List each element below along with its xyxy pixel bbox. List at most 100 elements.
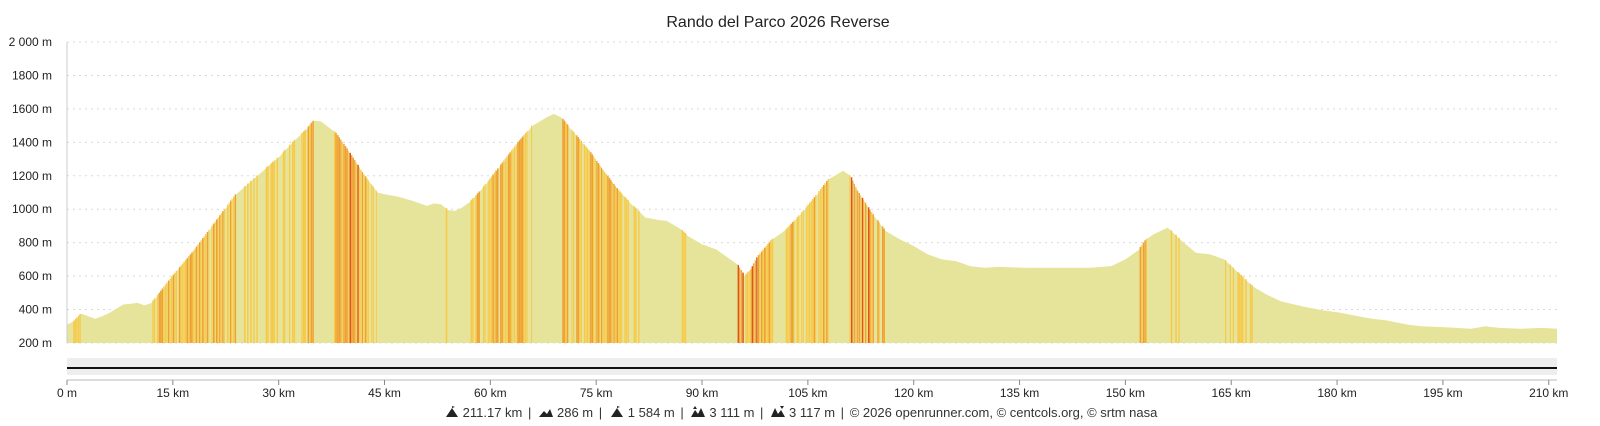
slope-stripe bbox=[352, 157, 354, 343]
slope-stripe bbox=[878, 222, 880, 343]
chart-title: Rando del Parco 2026 Reverse bbox=[666, 14, 889, 31]
slope-stripe bbox=[737, 264, 739, 343]
y-tick-label: 1600 m bbox=[12, 102, 52, 116]
slope-stripe bbox=[877, 220, 879, 343]
slope-stripe bbox=[1142, 242, 1144, 343]
slope-stripe bbox=[872, 214, 874, 343]
slope-stripe bbox=[566, 124, 569, 343]
slope-stripe bbox=[276, 157, 278, 343]
slope-stripe bbox=[812, 199, 814, 343]
x-tick-label: 150 km bbox=[1106, 386, 1145, 400]
slope-stripe bbox=[810, 200, 812, 343]
slope-stripe bbox=[593, 156, 595, 343]
slope-stripe bbox=[823, 185, 825, 343]
slope-stripe bbox=[163, 286, 165, 343]
slope-stripe bbox=[759, 253, 761, 343]
stat-max-elevation: 1 584 m bbox=[627, 405, 675, 420]
slope-stripe bbox=[591, 154, 594, 343]
slope-stripe bbox=[518, 140, 521, 343]
slope-stripe bbox=[625, 198, 627, 343]
slope-stripe bbox=[161, 288, 163, 343]
slope-stripe bbox=[226, 204, 228, 343]
route-stats-footer: 211.17 km | 286 m | 1 584 m | 3 111 m | … bbox=[0, 405, 1600, 420]
slope-stripe bbox=[284, 149, 286, 343]
slope-stripe bbox=[195, 246, 198, 343]
slope-stripe bbox=[265, 167, 268, 343]
slope-stripe bbox=[203, 236, 205, 343]
slope-stripe bbox=[501, 162, 503, 343]
slope-stripe bbox=[198, 242, 201, 343]
y-axis: 200 m 400 m 600 m 800 m 1000 m 1200 m 1400 m 16… bbox=[9, 35, 52, 350]
slope-stripe bbox=[79, 313, 81, 343]
slope-stripe bbox=[787, 227, 789, 343]
slope-stripe bbox=[863, 200, 865, 343]
slope-stripe bbox=[192, 250, 194, 343]
slope-stripe bbox=[563, 120, 566, 343]
slope-stripe bbox=[1232, 267, 1234, 343]
slope-stripe bbox=[344, 146, 347, 343]
distance-icon bbox=[445, 406, 459, 418]
slope-stripe bbox=[882, 226, 884, 343]
slope-stripe bbox=[754, 260, 756, 343]
slope-stripe bbox=[753, 263, 755, 343]
slope-stripe bbox=[864, 202, 867, 343]
slope-stripe bbox=[638, 210, 640, 343]
slope-stripe bbox=[358, 167, 360, 343]
slope-stripe bbox=[372, 186, 374, 343]
min-elevation-icon bbox=[539, 406, 553, 418]
slope-stripe bbox=[234, 194, 237, 343]
slope-stripe bbox=[635, 207, 637, 343]
slope-stripe bbox=[371, 184, 373, 343]
x-tick-label: 210 km bbox=[1529, 386, 1568, 400]
slope-stripe bbox=[76, 317, 78, 343]
slope-stripe bbox=[348, 150, 349, 343]
slope-stripe bbox=[588, 150, 590, 343]
slope-stripe bbox=[206, 231, 209, 343]
slope-stripe bbox=[818, 191, 820, 343]
slope-stripe bbox=[855, 187, 857, 343]
slope-stripe bbox=[1239, 273, 1241, 343]
slope-stripe bbox=[764, 247, 766, 343]
slope-stripe bbox=[1145, 238, 1147, 343]
slope-stripe bbox=[1225, 260, 1227, 343]
slope-stripe bbox=[222, 211, 224, 343]
navigator-track[interactable] bbox=[67, 358, 1557, 375]
slope-stripe bbox=[301, 132, 303, 343]
slope-stripe bbox=[216, 219, 218, 343]
range-navigator[interactable] bbox=[67, 358, 1557, 375]
slope-stripe bbox=[599, 165, 601, 343]
slope-stripe bbox=[1175, 234, 1177, 343]
slope-stripe bbox=[292, 141, 294, 343]
slope-stripe bbox=[866, 205, 868, 343]
slope-stripe bbox=[205, 234, 207, 343]
slope-stripe bbox=[343, 143, 345, 343]
slope-stripe bbox=[683, 231, 685, 343]
max-elevation-icon bbox=[610, 406, 624, 418]
slope-stripe bbox=[337, 135, 339, 343]
slope-stripe bbox=[375, 190, 377, 343]
credits-text: © 2026 openrunner.com, © centcols.org, ©… bbox=[849, 405, 1158, 420]
slope-stripe bbox=[504, 158, 506, 343]
slope-stripe bbox=[483, 186, 485, 343]
slope-stripe bbox=[197, 244, 199, 343]
slope-stripe bbox=[597, 163, 600, 343]
slope-stripe bbox=[256, 175, 258, 343]
slope-stripe bbox=[506, 156, 508, 343]
slope-stripe bbox=[368, 180, 369, 343]
slope-stripe bbox=[231, 198, 233, 343]
slope-stripe bbox=[526, 131, 528, 343]
slope-stripe bbox=[160, 290, 162, 343]
x-tick-label: 90 km bbox=[686, 386, 719, 400]
slope-stripe bbox=[805, 206, 807, 343]
slope-stripe bbox=[346, 148, 348, 343]
slope-stripe bbox=[585, 146, 587, 343]
slope-stripe bbox=[742, 272, 744, 343]
slope-stripe bbox=[849, 175, 851, 343]
slope-stripe bbox=[289, 144, 291, 343]
slope-stripe bbox=[310, 122, 313, 343]
elevation-area bbox=[67, 113, 1557, 344]
slope-stripe bbox=[739, 267, 741, 343]
slope-stripe bbox=[183, 261, 185, 343]
slope-stripe bbox=[180, 265, 182, 343]
slope-stripe bbox=[349, 152, 351, 343]
